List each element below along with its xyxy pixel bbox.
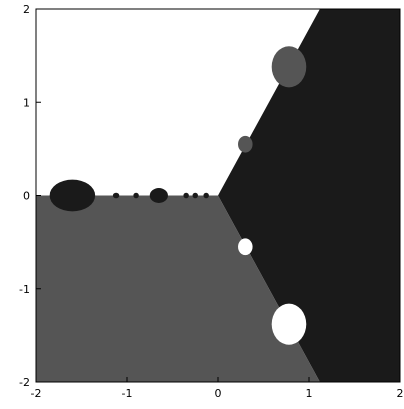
basin-blob (112, 192, 120, 199)
basin-blob (49, 179, 96, 212)
plot-area (36, 9, 400, 382)
basin-blob (133, 192, 139, 199)
basin-blob (238, 238, 253, 256)
y-tick-label: 0 (23, 190, 30, 203)
basin-blob (192, 192, 198, 199)
basin-blob (271, 46, 307, 88)
region-gray (36, 195, 320, 382)
axis-ticks: -2 -1 0 1 2 2 1 0 -1 -2 (19, 3, 403, 400)
basin-blob (238, 135, 253, 153)
x-tick-label: 1 (306, 387, 313, 400)
x-tick-label: -1 (122, 387, 133, 400)
basin-blob (203, 192, 209, 199)
basin-blob (183, 192, 189, 199)
y-tick-label: 1 (23, 96, 30, 109)
x-tick-label: 2 (397, 387, 404, 400)
y-tick-label: -2 (19, 376, 30, 389)
x-tick-label: -2 (31, 387, 42, 400)
region-black (218, 9, 400, 382)
x-tick-label: 0 (215, 387, 222, 400)
y-tick-label: -1 (19, 283, 30, 296)
basin-blob (149, 188, 168, 203)
basin-blob (271, 303, 307, 345)
y-tick-label: 2 (23, 3, 30, 16)
